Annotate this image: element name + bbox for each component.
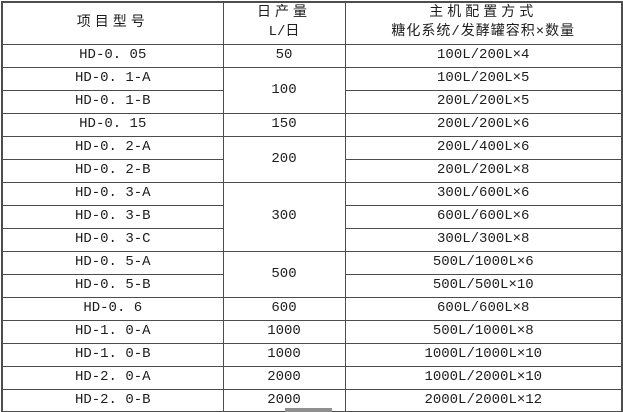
model-cell: HD-0. 1-B — [1, 89, 224, 114]
model-cell: HD-0. 3-B — [1, 204, 224, 229]
table-row: HD-0. 2-A 200 200L/400L×6 — [1, 135, 623, 183]
model-cell: HD-0. 3-C — [1, 227, 224, 252]
model-cell: HD-1. 0-B — [1, 342, 224, 367]
model-cell: HD-0. 1-A — [1, 66, 224, 91]
daily-output-cell: 600 — [222, 296, 346, 321]
header-config: 主机配置方式 糖化系统/发酵罐容积×数量 — [344, 1, 623, 45]
table-row: HD-0. 1-A 100 100L/200L×5 — [1, 66, 623, 114]
config-cell: 200L/400L×6 — [344, 135, 623, 160]
config-cell: 200L/200L×8 — [344, 158, 623, 183]
config-cell: 600L/600L×8 — [344, 296, 623, 321]
table-header: 项目型号 日产量 L/日 主机配置方式 糖化系统/发酵罐容积×数量 — [1, 1, 623, 45]
daily-output-cell: 1000 — [222, 342, 346, 367]
config-cell: 500L/1000L×6 — [344, 250, 623, 275]
config-cell: 500L/1000L×8 — [344, 319, 623, 344]
config-cell: 200L/200L×6 — [344, 112, 623, 137]
model-cell: HD-0. 3-A — [1, 181, 224, 206]
config-cell: 300L/300L×8 — [344, 227, 623, 252]
model-cell: HD-0. 5-A — [1, 250, 224, 275]
config-cell: 100L/200L×5 — [344, 66, 623, 91]
config-cell: 200L/200L×5 — [344, 89, 623, 114]
header-row: 项目型号 日产量 L/日 主机配置方式 糖化系统/发酵罐容积×数量 — [1, 1, 623, 45]
model-cell: HD-0. 15 — [1, 112, 224, 137]
header-daily-output: 日产量 L/日 — [222, 1, 346, 45]
config-cell: 1000L/2000L×10 — [344, 365, 623, 390]
table-row: HD-0. 3-A 300 300L/600L×6 — [1, 181, 623, 252]
config-cell: 300L/600L×6 — [344, 181, 623, 206]
header-model: 项目型号 — [1, 1, 224, 45]
model-cell: HD-2. 0-B — [1, 388, 224, 412]
table-row: HD-0. 05 50 100L/200L×4 — [1, 43, 623, 68]
table-row: HD-0. 5-B 500L/500L×10 — [1, 273, 623, 298]
daily-output-cell: 500 — [222, 250, 346, 298]
table-row: HD-1. 0-A 1000 500L/1000L×8 — [1, 319, 623, 344]
model-cell: HD-0. 5-B — [1, 273, 224, 298]
header-daily-output-line1: 日产量 — [257, 5, 311, 22]
table-row: HD-1. 0-B 1000 1000L/1000L×10 — [1, 342, 623, 367]
daily-output-cell: 200 — [222, 135, 346, 183]
header-model-label: 项目型号 — [76, 14, 149, 31]
daily-output-cell: 150 — [222, 112, 346, 137]
model-cell: HD-1. 0-A — [1, 319, 224, 344]
model-cell: HD-0. 6 — [1, 296, 224, 321]
spec-table-body: HD-0. 05 50 100L/200L×4 HD-0. 1-A 100 100L/20… — [1, 43, 623, 412]
header-daily-output-line2: L/日 — [268, 24, 300, 41]
config-cell: 1000L/1000L×10 — [344, 342, 623, 367]
header-config-line2: 糖化系统/发酵罐容积×数量 — [391, 24, 576, 41]
model-cell: HD-0. 05 — [1, 43, 224, 68]
table-row: HD-0. 3-C 300L/300L×8 — [1, 227, 623, 252]
daily-output-cell: 100 — [222, 66, 346, 114]
config-cell: 600L/600L×6 — [344, 204, 623, 229]
config-cell: 500L/500L×10 — [344, 273, 623, 298]
table-row: HD-0. 3-B 600L/600L×6 — [1, 204, 623, 229]
table-row: HD-0. 6 600 600L/600L×8 — [1, 296, 623, 321]
table-row: HD-0. 5-A 500 500L/1000L×6 — [1, 250, 623, 298]
table-row: HD-0. 15 150 200L/200L×6 — [1, 112, 623, 137]
table-row: HD-0. 1-B 200L/200L×5 — [1, 89, 623, 114]
model-cell: HD-0. 2-A — [1, 135, 224, 160]
config-cell: 100L/200L×4 — [344, 43, 623, 68]
partial-element-bottom — [285, 408, 332, 412]
daily-output-cell: 1000 — [222, 319, 346, 344]
daily-output-cell: 300 — [222, 181, 346, 252]
daily-output-cell: 50 — [222, 43, 346, 68]
model-cell: HD-0. 2-B — [1, 158, 224, 183]
table-row: HD-2. 0-A 2000 1000L/2000L×10 — [1, 365, 623, 390]
config-cell: 2000L/2000L×12 — [344, 388, 623, 412]
daily-output-cell: 2000 — [222, 365, 346, 390]
table-row: HD-0. 2-B 200L/200L×8 — [1, 158, 623, 183]
header-config-line1: 主机配置方式 — [429, 5, 538, 22]
model-cell: HD-2. 0-A — [1, 365, 224, 390]
